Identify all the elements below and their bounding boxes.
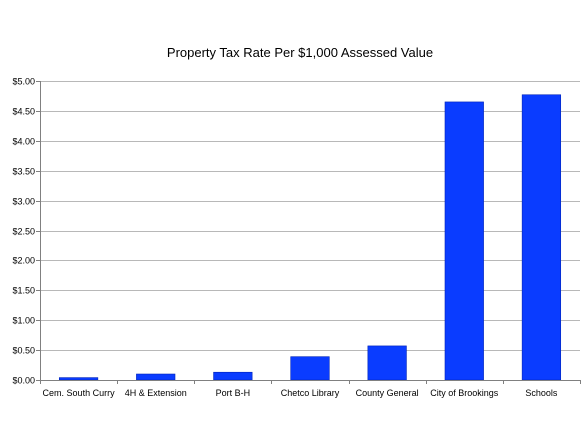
y-tick-labels: $0.00 $0.50 $1.00 $1.50 $2.00 $2.50 $3.00 $3.50… [12,77,35,386]
x-category-label: Cem. South Curry [43,388,116,398]
x-category-label: Schools [525,388,558,398]
x-category-label: 4H & Extension [125,388,187,398]
x-category-label: Port B-H [216,388,251,398]
y-tick-label: $2.00 [12,256,35,266]
bars [58,94,562,381]
x-category-labels: Cem. South Curry 4H & Extension Port B-H Ch… [43,388,558,398]
bar [290,356,330,381]
y-tick-label: $1.50 [12,286,35,296]
y-tick-label: $2.50 [12,227,35,237]
y-tick-label: $4.50 [12,107,35,117]
bar [58,377,99,381]
bar [213,371,253,381]
y-tick-label: $0.50 [12,346,35,356]
bar [136,373,176,381]
chart-title: Property Tax Rate Per $1,000 Assessed Va… [167,45,433,60]
x-category-label: Chetco Library [281,388,340,398]
y-tick-label: $3.00 [12,197,35,207]
y-tick-label: $4.00 [12,137,35,147]
y-tick-label: $1.00 [12,316,35,326]
bar [521,94,562,381]
x-category-label: County General [356,388,419,398]
gridlines [40,81,580,351]
y-tick-label: $0.00 [12,376,35,386]
bar [367,345,407,381]
y-tick-label: $5.00 [12,77,35,87]
x-category-label: City of Brookings [430,388,499,398]
bar [444,101,484,381]
y-tick-label: $3.50 [12,167,35,177]
axes [36,81,581,384]
